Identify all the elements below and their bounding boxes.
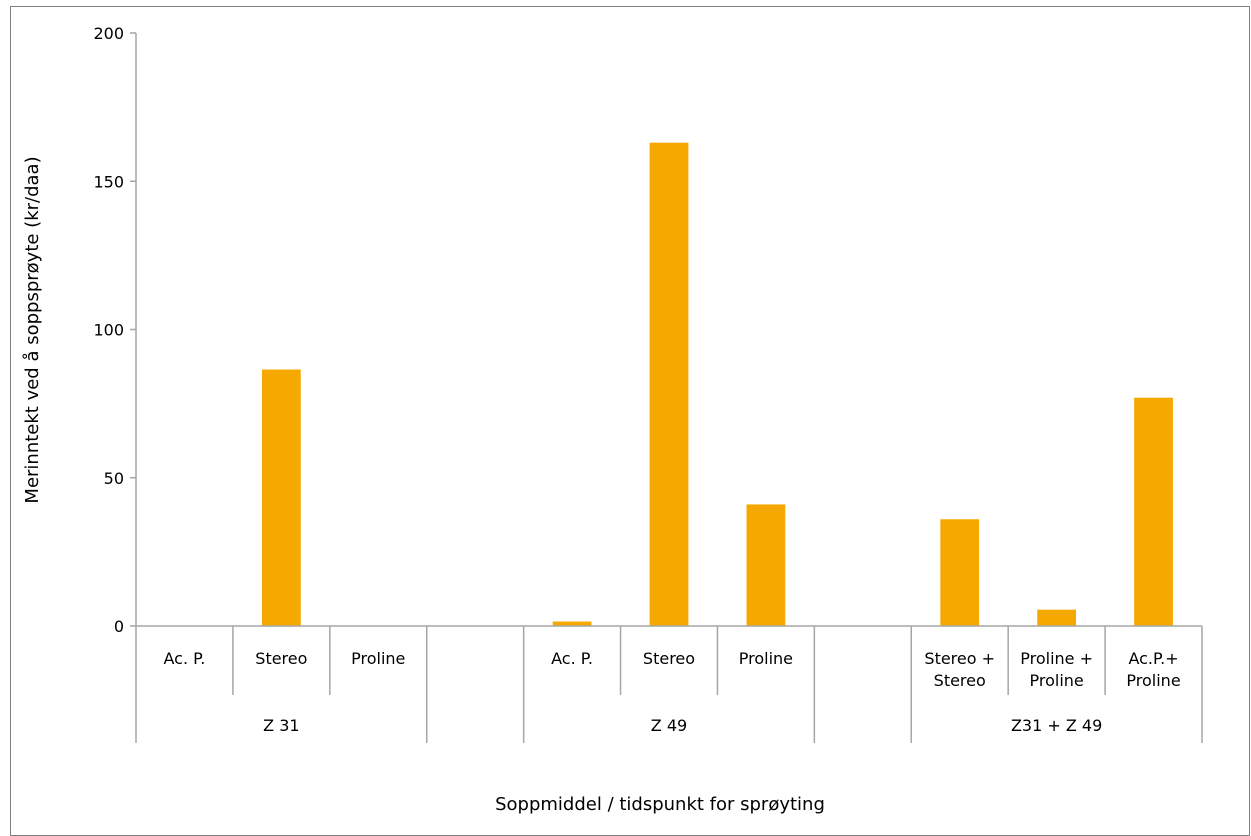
category-label: Ac. P.	[551, 649, 593, 668]
y-tick-label: 150	[93, 172, 124, 191]
y-axis: 0 50 100 150 200	[93, 24, 137, 743]
category-label: Proline	[1126, 671, 1180, 690]
category-label: Stereo	[255, 649, 307, 668]
category-label: Stereo	[934, 671, 986, 690]
group-label: Z 31	[263, 716, 299, 735]
category-label: Proline +	[1020, 649, 1093, 668]
group-label: Z31 + Z 49	[1011, 716, 1102, 735]
category-label: Stereo	[643, 649, 695, 668]
bar	[649, 142, 689, 626]
bar	[1134, 397, 1173, 626]
y-tick-label: 100	[93, 321, 124, 340]
bar	[261, 369, 301, 626]
x-axis-title: Soppmiddel / tidspunkt for sprøyting	[495, 794, 825, 815]
category-label: Proline	[739, 649, 793, 668]
category-label: Proline	[1030, 671, 1084, 690]
x-axis: Ac. P. Stereo Proline Z 31 Ac. P. Stereo Proli…	[136, 625, 1203, 743]
y-axis-title: Merinntekt ved å soppsprøyte (kr/daa)	[22, 156, 43, 503]
bar	[552, 621, 592, 626]
bars	[261, 142, 1173, 626]
category-label: Proline	[351, 649, 405, 668]
y-tick-label: 50	[104, 469, 124, 488]
bar	[940, 519, 980, 626]
category-label: Ac.P.+	[1128, 649, 1178, 668]
category-label: Ac. P.	[164, 649, 206, 668]
category-label: Stereo +	[924, 649, 995, 668]
y-tick-label: 0	[114, 617, 124, 636]
y-tick-label: 200	[93, 24, 124, 43]
bar	[1037, 609, 1077, 626]
bar	[746, 504, 786, 626]
group-label: Z 49	[651, 716, 687, 735]
